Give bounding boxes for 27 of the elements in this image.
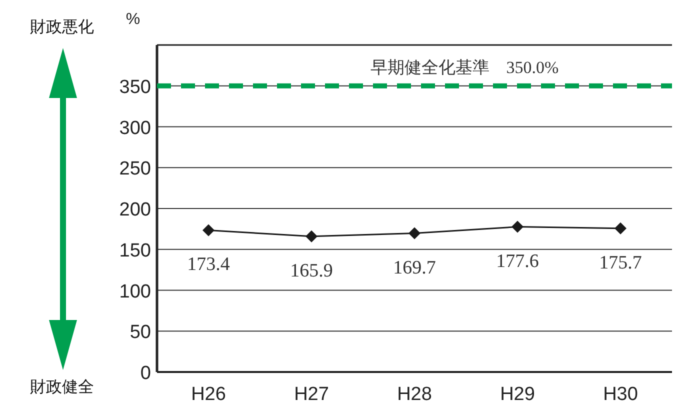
y-tick-label: 50 bbox=[130, 322, 151, 344]
y-tick-label: 250 bbox=[119, 158, 151, 180]
data-label: 175.7 bbox=[599, 252, 642, 274]
x-tick-label: H27 bbox=[294, 384, 329, 405]
ref-line-label: 早期健全化基準 350.0% bbox=[370, 58, 559, 77]
data-label: 177.6 bbox=[496, 250, 539, 272]
point bbox=[512, 220, 524, 233]
point bbox=[306, 230, 318, 242]
x-tick-label: H30 bbox=[603, 384, 638, 405]
x-tick-label: H26 bbox=[191, 384, 226, 405]
y-tick-label: 0 bbox=[140, 363, 151, 384]
y-tick-label: 150 bbox=[119, 240, 151, 262]
y-tick-label: 300 bbox=[119, 118, 151, 139]
y-tick-label: 350 bbox=[119, 76, 151, 98]
data-label: 165.9 bbox=[290, 260, 333, 282]
y-tick-label: 200 bbox=[119, 200, 151, 220]
data-label: 173.4 bbox=[187, 254, 230, 276]
text: 財政悪化 bbox=[30, 19, 94, 36]
point bbox=[614, 222, 626, 234]
point bbox=[408, 227, 420, 240]
y-tick-label: 100 bbox=[119, 281, 151, 302]
point bbox=[202, 224, 214, 236]
x-tick-label: H29 bbox=[500, 384, 535, 405]
data-label: 169.7 bbox=[393, 257, 436, 278]
x-tick-label: H28 bbox=[397, 384, 432, 405]
y-axis-title: % bbox=[126, 11, 140, 28]
text: 財政健全 bbox=[30, 379, 94, 396]
